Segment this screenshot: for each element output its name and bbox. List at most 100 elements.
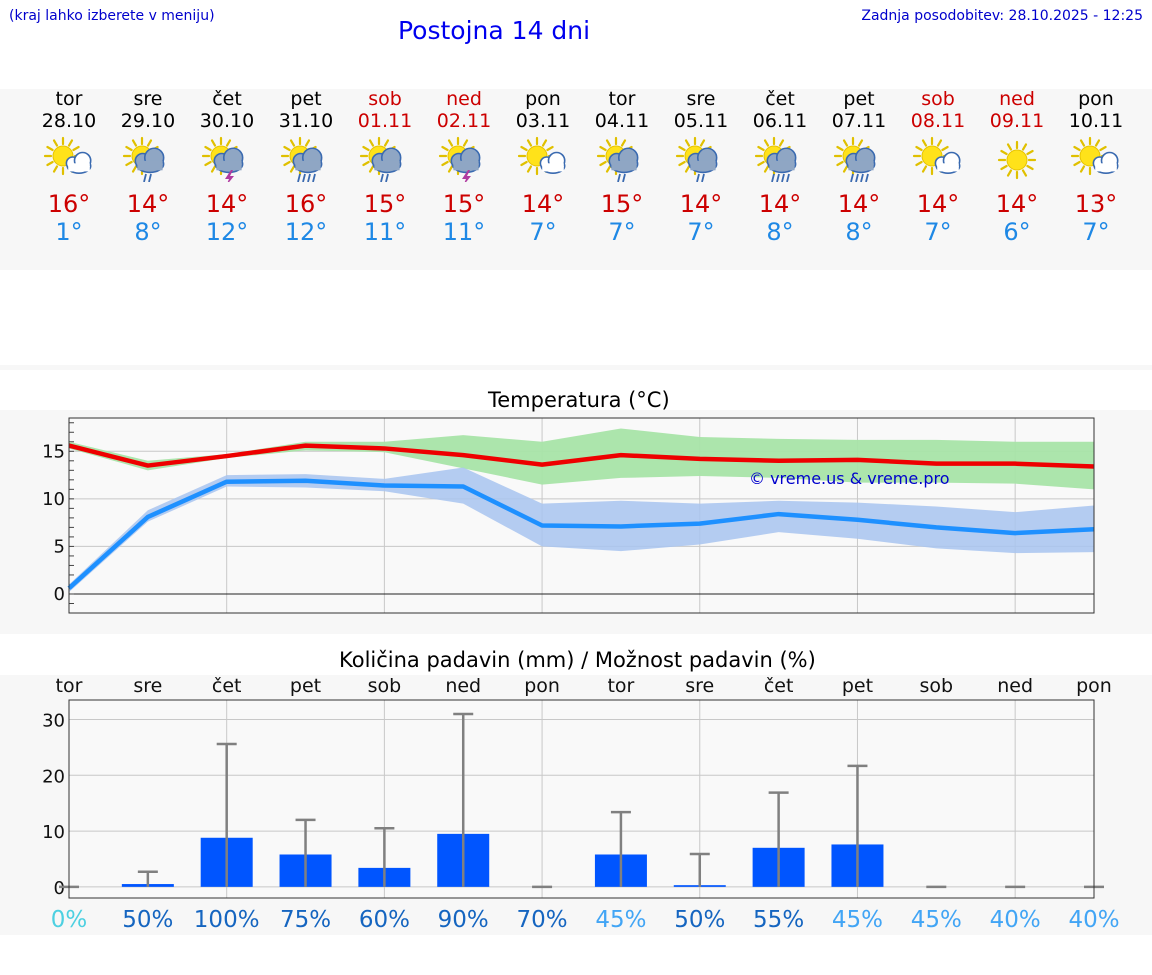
max-temp: 15° <box>600 190 644 218</box>
day-date: 28.10 <box>41 110 97 132</box>
day-date: 07.11 <box>831 110 887 132</box>
max-temp: 14° <box>521 190 565 218</box>
sun-cloud-thunder-icon <box>438 136 481 182</box>
precip-probability: 50% <box>674 907 725 933</box>
day-column: ned 09.11 14° 6° <box>978 88 1057 246</box>
y-tick-label: 0 <box>54 878 65 899</box>
divider <box>0 365 1152 370</box>
day-column: pon 03.11 14° 7° <box>504 88 583 246</box>
y-tick-label: 0 <box>54 584 65 605</box>
day-column: tor 28.10 16° 1° <box>30 88 109 246</box>
temperature-chart: 0 5 10 15 © vreme.us & vreme.pro <box>42 417 1095 614</box>
sun-cloud-rain-icon <box>675 136 718 182</box>
max-temp: 14° <box>679 190 723 218</box>
y-tick-label: 15 <box>42 441 65 462</box>
min-range-band <box>69 467 1094 593</box>
min-temp: 6° <box>1003 218 1031 246</box>
precip-probability: 55% <box>753 907 804 933</box>
day-name: pon <box>525 88 561 110</box>
max-temp: 16° <box>47 190 91 218</box>
precip-probability: 70% <box>517 907 568 933</box>
min-temp: 7° <box>924 218 952 246</box>
min-temp: 11° <box>363 218 407 246</box>
precip-probability: 45% <box>595 907 646 933</box>
page-title: Postojna 14 dni <box>398 16 591 45</box>
day-date: 05.11 <box>673 110 729 132</box>
day-name: pon <box>1078 88 1114 110</box>
x-tick-label: tor <box>56 675 83 697</box>
day-column: tor 04.11 15° 7° <box>583 88 662 246</box>
day-date: 03.11 <box>515 110 571 132</box>
max-temp: 15° <box>442 190 486 218</box>
sun-cloud-icon <box>43 136 92 176</box>
x-tick-label: sre <box>685 675 714 697</box>
y-tick-label: 30 <box>42 711 65 732</box>
x-tick-label: sre <box>133 675 162 697</box>
precip-probability: 100% <box>194 907 260 933</box>
x-tick-label: pon <box>1076 675 1112 697</box>
day-column: sob 08.11 14° 7° <box>899 88 978 246</box>
max-temp: 13° <box>1074 190 1118 218</box>
max-temp: 14° <box>205 190 249 218</box>
day-name: tor <box>55 88 83 110</box>
min-temp: 11° <box>442 218 486 246</box>
precip-probability: 40% <box>990 907 1041 933</box>
x-tick-label: pet <box>842 675 873 697</box>
precip-probability: 45% <box>911 907 962 933</box>
max-temp: 15° <box>363 190 407 218</box>
y-tick-label: 10 <box>42 822 65 843</box>
min-temp-line <box>67 478 1095 590</box>
min-temp: 1° <box>55 218 83 246</box>
day-name: pet <box>290 88 322 110</box>
location-hint: (kraj lahko izberete v meniju) <box>9 8 215 24</box>
day-date: 10.11 <box>1068 110 1124 132</box>
day-date: 08.11 <box>910 110 966 132</box>
forecast-strip <box>0 89 1152 270</box>
min-temp: 7° <box>1082 218 1110 246</box>
day-name: pet <box>843 88 875 110</box>
day-column: čet 06.11 14° 8° <box>741 88 820 246</box>
sun-cloud-icon <box>517 136 566 176</box>
max-temp: 16° <box>284 190 328 218</box>
min-temp: 8° <box>766 218 794 246</box>
day-date: 06.11 <box>752 110 808 132</box>
x-tick-label: ned <box>445 675 481 697</box>
precip-probability: 75% <box>280 907 331 933</box>
precip-probability: 45% <box>832 907 883 933</box>
x-tick-label: čet <box>764 675 794 697</box>
day-name: sob <box>921 88 955 110</box>
day-name: ned <box>446 88 482 110</box>
day-date: 02.11 <box>436 110 492 132</box>
sun-cloud-rain-icon <box>596 136 639 182</box>
precip-probability: 40% <box>1068 907 1119 933</box>
sun-cloud-heavy-rain-icon <box>754 136 797 182</box>
day-name: sre <box>133 88 163 110</box>
precip-probability: 60% <box>359 907 410 933</box>
sun-cloud-icon <box>1070 136 1119 176</box>
max-temp: 14° <box>126 190 170 218</box>
day-date: 31.10 <box>278 110 334 132</box>
y-tick-label: 20 <box>42 766 65 787</box>
day-column: sob 01.11 15° 11° <box>346 88 425 246</box>
day-name: sre <box>686 88 716 110</box>
x-tick-label: čet <box>212 675 242 697</box>
sun-icon <box>997 140 1037 180</box>
day-column: sre 05.11 14° 7° <box>662 88 741 246</box>
day-name: ned <box>999 88 1035 110</box>
y-tick-label: 10 <box>42 489 65 510</box>
day-date: 30.10 <box>199 110 255 132</box>
max-temp: 14° <box>837 190 881 218</box>
precipitation-chart-title: Količina padavin (mm) / Možnost padavin … <box>339 648 816 672</box>
day-name: čet <box>212 88 242 110</box>
precip-probability: 90% <box>438 907 489 933</box>
x-tick-label: pon <box>524 675 560 697</box>
day-column: čet 30.10 14° 12° <box>188 88 267 246</box>
precip-probability: 0% <box>51 907 88 933</box>
day-date: 01.11 <box>357 110 413 132</box>
day-column: sre 29.10 14° 8° <box>109 88 188 246</box>
max-temp: 14° <box>758 190 802 218</box>
temperature-chart-title: Temperatura (°C) <box>488 388 670 412</box>
precip-probability: 50% <box>122 907 173 933</box>
y-tick-label: 5 <box>54 536 65 557</box>
day-name: sob <box>368 88 402 110</box>
